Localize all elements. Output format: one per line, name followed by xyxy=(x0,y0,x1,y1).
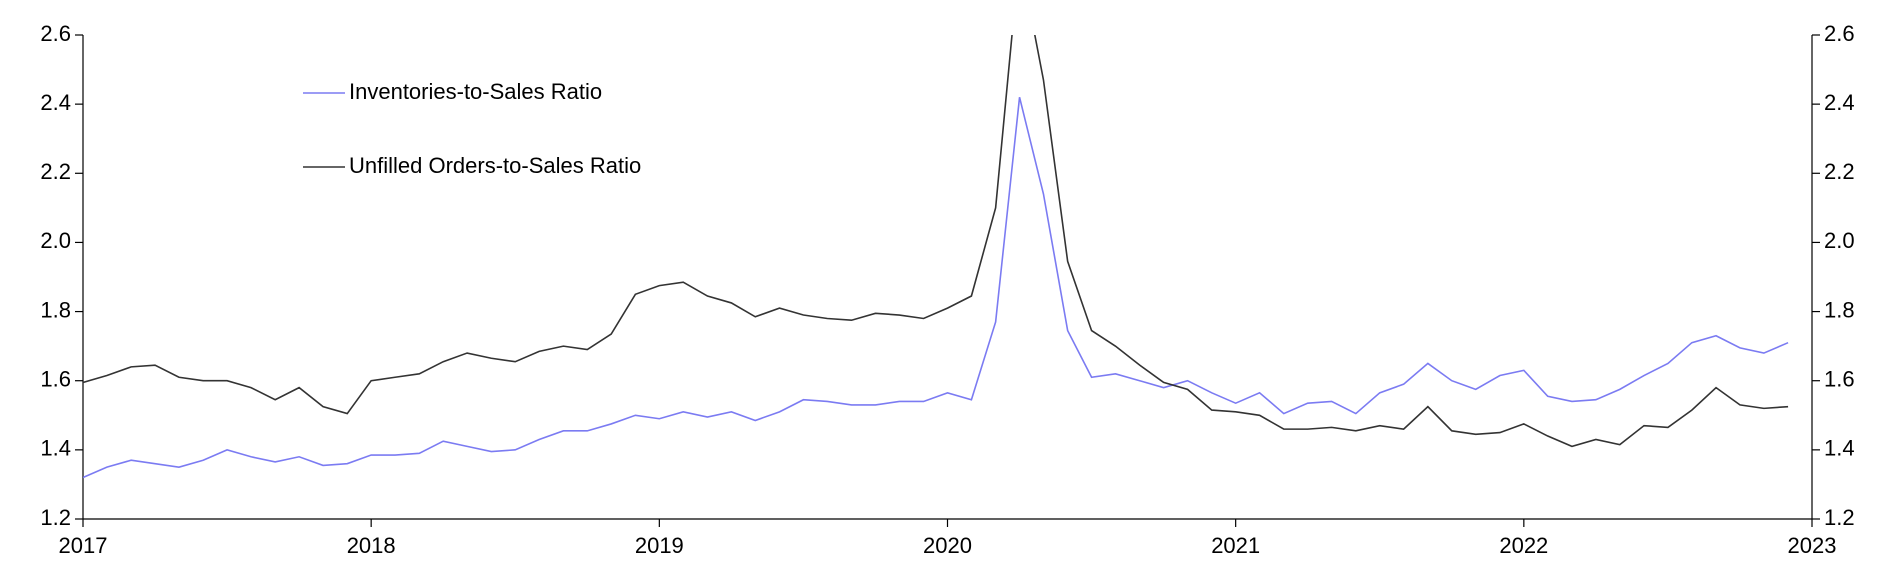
x-tick-label: 2018 xyxy=(347,533,396,558)
y-tick-label: 1.6 xyxy=(40,367,71,392)
y2-tick-label: 2.4 xyxy=(1824,90,1855,115)
legend-label: Inventories-to-Sales Ratio xyxy=(349,79,602,104)
x-tick-label: 2022 xyxy=(1499,533,1548,558)
y-tick-label: 2.0 xyxy=(40,228,71,253)
y2-tick-label: 1.2 xyxy=(1824,505,1855,530)
y-tick-label: 2.4 xyxy=(40,90,71,115)
x-tick-label: 2023 xyxy=(1788,533,1837,558)
x-tick-label: 2019 xyxy=(635,533,684,558)
y2-tick-label: 1.6 xyxy=(1824,367,1855,392)
y2-tick-label: 1.8 xyxy=(1824,297,1855,322)
x-tick-label: 2020 xyxy=(923,533,972,558)
series-line xyxy=(83,97,1789,479)
y2-tick-label: 2.0 xyxy=(1824,228,1855,253)
y-tick-label: 1.8 xyxy=(40,297,71,322)
y-tick-label: 1.2 xyxy=(40,505,71,530)
y-tick-label: 2.2 xyxy=(40,159,71,184)
y-tick-label: 1.4 xyxy=(40,436,71,461)
x-tick-label: 2021 xyxy=(1211,533,1260,558)
y-tick-label: 2.6 xyxy=(40,21,71,46)
y2-tick-label: 2.6 xyxy=(1824,21,1855,46)
plot-area xyxy=(83,35,1789,479)
y2-tick-label: 2.2 xyxy=(1824,159,1855,184)
series-line xyxy=(83,35,1789,448)
x-tick-label: 2017 xyxy=(59,533,108,558)
y2-tick-label: 1.4 xyxy=(1824,436,1855,461)
legend-label: Unfilled Orders-to-Sales Ratio xyxy=(349,153,641,178)
